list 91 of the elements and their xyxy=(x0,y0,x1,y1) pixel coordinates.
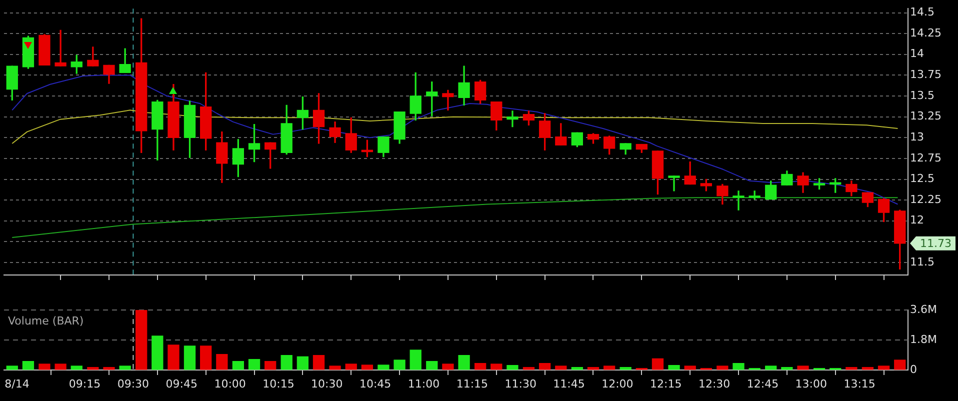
bar xyxy=(200,346,212,370)
x-tick-label: 12:45 xyxy=(746,377,779,390)
bar xyxy=(394,360,406,370)
bar xyxy=(684,366,696,370)
bar xyxy=(490,364,502,370)
bar xyxy=(781,367,793,370)
bar xyxy=(378,364,390,370)
bar xyxy=(555,366,567,370)
candlestick xyxy=(732,190,744,210)
x-tick-label: 11:00 xyxy=(408,377,440,390)
bar xyxy=(603,366,616,370)
y-tick-label: 1.8M xyxy=(910,332,937,346)
x-tick-label: 11:30 xyxy=(504,377,536,390)
y-tick-label: 13.75 xyxy=(910,68,942,82)
y-tick-label: 12.5 xyxy=(910,172,934,186)
bar xyxy=(571,367,583,370)
x-tick-label: 12:15 xyxy=(650,377,682,390)
bar xyxy=(894,360,906,370)
candlestick xyxy=(442,90,454,110)
bar xyxy=(38,364,50,370)
x-tick-label: 12:30 xyxy=(698,377,730,390)
bar xyxy=(296,356,309,370)
y-tick-label: 13.5 xyxy=(910,88,934,102)
bar xyxy=(345,364,357,370)
y-tick-label: 3.6M xyxy=(910,302,937,316)
x-tick-label: 10:45 xyxy=(359,377,392,390)
bar xyxy=(426,361,438,370)
bar xyxy=(506,365,518,370)
candlestick xyxy=(54,30,66,66)
bar xyxy=(216,354,228,370)
y-tick-label: 12.75 xyxy=(910,151,942,164)
bar xyxy=(280,355,292,370)
bar xyxy=(587,367,600,370)
bar xyxy=(410,350,422,370)
bar xyxy=(442,364,454,370)
bar xyxy=(862,367,874,370)
bar xyxy=(797,366,809,370)
bar xyxy=(70,366,82,370)
y-tick-label: 13 xyxy=(910,130,924,144)
x-tick-label: 11:15 xyxy=(456,377,488,390)
bar xyxy=(620,367,632,370)
bar xyxy=(136,310,148,370)
x-tick-label: 13:00 xyxy=(795,377,827,390)
bar xyxy=(878,366,890,370)
y-tick-label: 14.25 xyxy=(910,26,942,40)
bar xyxy=(103,367,115,370)
text: 11.73 xyxy=(920,237,952,250)
bar xyxy=(458,355,470,370)
x-tick-label: 09:30 xyxy=(117,377,150,390)
bar xyxy=(264,361,276,370)
x-tick-label: 8/14 xyxy=(4,377,30,390)
candlestick xyxy=(668,176,680,192)
x-tick-label: 13:15 xyxy=(844,377,876,390)
bar xyxy=(765,366,777,370)
bar xyxy=(522,367,535,370)
bar xyxy=(652,358,664,370)
bar xyxy=(846,367,858,370)
bar xyxy=(732,363,744,370)
bar xyxy=(248,359,260,370)
bar xyxy=(329,366,341,370)
bar xyxy=(54,364,66,370)
bar xyxy=(716,366,728,370)
candlestick xyxy=(506,110,518,128)
bar xyxy=(184,346,196,370)
y-tick-label: 14.5 xyxy=(910,6,934,19)
bar xyxy=(22,361,34,370)
y-tick-label: 11.5 xyxy=(910,255,934,268)
x-tick-label: 10:30 xyxy=(311,377,343,390)
x-tick-label: 10:15 xyxy=(262,377,294,390)
x-tick-label: 10:00 xyxy=(214,377,246,390)
chart-title: Volume (BAR) xyxy=(8,314,84,328)
x-tick-label: 09:45 xyxy=(166,377,198,390)
x-tick-label: 12:00 xyxy=(602,377,634,390)
bar xyxy=(312,355,325,370)
y-tick-label: 13.25 xyxy=(910,110,942,123)
y-tick-label: 12 xyxy=(910,214,924,227)
bar xyxy=(152,336,164,370)
bar xyxy=(361,364,374,370)
x-tick-label: 11:45 xyxy=(553,377,585,390)
bar xyxy=(232,361,244,370)
y-tick-label: 12.25 xyxy=(910,192,942,206)
bar xyxy=(668,365,680,370)
bar xyxy=(538,363,551,370)
y-tick-label: 0 xyxy=(910,362,917,376)
bar xyxy=(119,366,131,370)
bar xyxy=(6,366,18,370)
bar xyxy=(474,363,486,370)
x-tick-label: 09:15 xyxy=(68,377,101,390)
bar xyxy=(168,344,180,370)
y-tick-label: 14 xyxy=(910,47,924,60)
bar xyxy=(87,367,99,370)
